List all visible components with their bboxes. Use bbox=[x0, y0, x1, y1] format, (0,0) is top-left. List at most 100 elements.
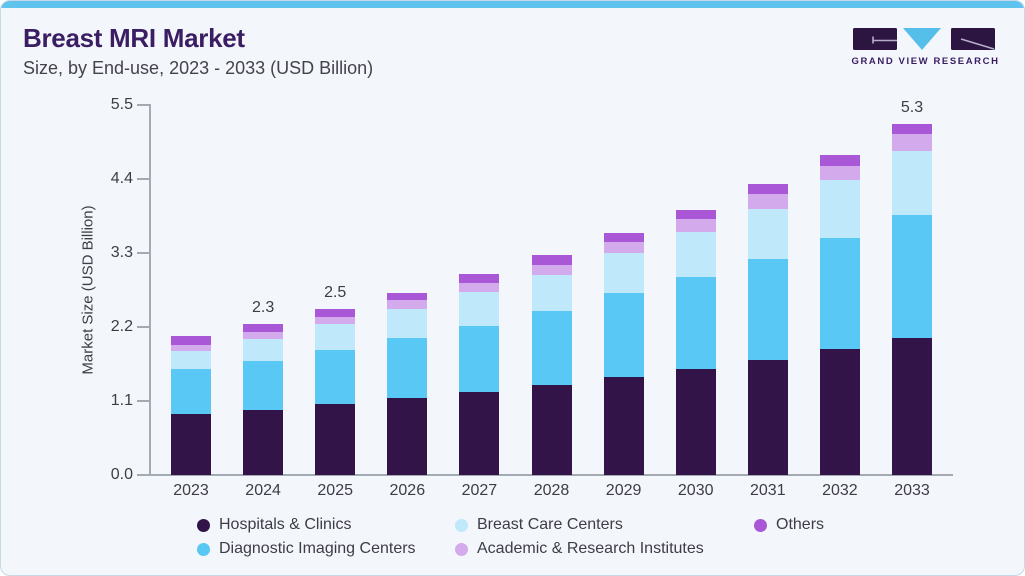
bar-segment-others bbox=[675, 209, 716, 220]
x-tick-label: 2029 bbox=[605, 482, 642, 499]
bar-segment-hospitals-clinics bbox=[675, 368, 716, 475]
bar-value-label: 5.3 bbox=[900, 98, 924, 116]
y-tick-mark bbox=[137, 178, 149, 180]
chart-header: Breast MRI Market Size, by End-use, 2023… bbox=[23, 23, 374, 79]
bar-2031 bbox=[747, 183, 788, 475]
bar-2024 bbox=[243, 324, 284, 475]
bar-2023 bbox=[171, 336, 211, 475]
bar-segment-hospitals-clinics bbox=[243, 410, 284, 475]
bar-2026 bbox=[387, 292, 428, 475]
bar-segment-diagnostic-imaging-centers bbox=[819, 238, 860, 350]
bar-2029 bbox=[603, 232, 644, 475]
legend-label: Others bbox=[776, 516, 825, 533]
bar-segment-breast-care-centers bbox=[531, 274, 572, 311]
bar-2028 bbox=[531, 255, 572, 475]
bar-segment-diagnostic-imaging-centers bbox=[531, 310, 572, 385]
y-tick-label: 4.4 bbox=[110, 170, 133, 187]
bar-segment-others bbox=[315, 308, 356, 317]
bar-segment-diagnostic-imaging-centers bbox=[459, 325, 500, 392]
bar-segment-others bbox=[603, 232, 644, 243]
y-tick-mark bbox=[137, 400, 149, 402]
bar-segment-others bbox=[387, 292, 428, 301]
bar-segment-diagnostic-imaging-centers bbox=[387, 338, 428, 399]
legend-item: Others bbox=[754, 516, 824, 534]
bar-segment-others bbox=[819, 155, 860, 166]
bar-segment-academic-research-institutes bbox=[819, 165, 860, 181]
bar-segment-breast-care-centers bbox=[387, 308, 428, 339]
bar-2027 bbox=[459, 273, 500, 475]
bar-segment-academic-research-institutes bbox=[892, 133, 932, 151]
top-accent-bar bbox=[1, 1, 1024, 8]
bar-segment-diagnostic-imaging-centers bbox=[315, 349, 356, 405]
bar-segment-breast-care-centers bbox=[315, 324, 356, 350]
x-tick-label: 2025 bbox=[317, 482, 353, 499]
bar-segment-diagnostic-imaging-centers bbox=[675, 277, 716, 369]
y-tick-mark bbox=[137, 326, 149, 328]
y-tick-label: 2.2 bbox=[110, 318, 133, 335]
bar-segment-hospitals-clinics bbox=[819, 349, 860, 475]
legend-swatch bbox=[455, 518, 468, 532]
y-tick-label: 5.5 bbox=[110, 96, 133, 113]
bar-segment-diagnostic-imaging-centers bbox=[243, 360, 284, 411]
bar-segment-diagnostic-imaging-centers bbox=[747, 259, 788, 360]
y-tick-label: 0.0 bbox=[110, 466, 133, 483]
legend-swatch bbox=[197, 518, 210, 532]
legend-item: Academic & Research Institutes bbox=[455, 540, 704, 558]
bar-segment-hospitals-clinics bbox=[171, 414, 211, 475]
bar-value-label: 2.5 bbox=[324, 283, 347, 301]
bar-segment-hospitals-clinics bbox=[387, 398, 428, 475]
x-tick-label: 2028 bbox=[533, 482, 570, 499]
bar-segment-breast-care-centers bbox=[747, 208, 788, 260]
legend-label: Diagnostic Imaging Centers bbox=[219, 540, 416, 557]
bar-2032 bbox=[819, 155, 860, 475]
brand-logo: GRAND VIEW RESEARCH bbox=[851, 27, 1000, 67]
bar-segment-academic-research-institutes bbox=[243, 332, 284, 340]
bar-segment-others bbox=[747, 183, 788, 194]
x-tick-label: 2033 bbox=[894, 482, 930, 499]
bar-2030 bbox=[675, 209, 716, 475]
y-tick-mark bbox=[137, 104, 149, 106]
legend-label: Academic & Research Institutes bbox=[477, 540, 704, 557]
bar-segment-academic-research-institutes bbox=[747, 193, 788, 209]
bar-segment-breast-care-centers bbox=[819, 180, 860, 239]
bar-segment-academic-research-institutes bbox=[603, 242, 644, 254]
x-tick-label: 2027 bbox=[461, 482, 498, 499]
page-subtitle: Size, by End-use, 2023 - 2033 (USD Billi… bbox=[23, 58, 374, 79]
bar-segment-academic-research-institutes bbox=[387, 300, 428, 309]
legend-item: Diagnostic Imaging Centers bbox=[197, 540, 416, 558]
bar-segment-others bbox=[171, 336, 211, 345]
bar-segment-hospitals-clinics bbox=[747, 359, 788, 475]
x-tick-label: 2030 bbox=[677, 482, 714, 499]
legend-swatch bbox=[754, 518, 767, 532]
bar-segment-hospitals-clinics bbox=[603, 376, 644, 475]
x-axis-line bbox=[149, 474, 953, 476]
brand-logo-text: GRAND VIEW RESEARCH bbox=[851, 56, 1000, 67]
bar-segment-breast-care-centers bbox=[603, 253, 644, 293]
bar-segment-breast-care-centers bbox=[243, 339, 284, 361]
y-tick-label: 1.1 bbox=[110, 392, 133, 409]
x-tick-label: 2031 bbox=[750, 482, 786, 499]
legend-swatch bbox=[197, 542, 210, 556]
bar-segment-others bbox=[892, 123, 932, 134]
legend-label: Hospitals & Clinics bbox=[219, 516, 352, 533]
brand-logo-icon bbox=[853, 28, 995, 50]
bar-segment-hospitals-clinics bbox=[315, 404, 356, 475]
legend-swatch bbox=[455, 542, 468, 556]
bar-value-label: 2.3 bbox=[251, 299, 275, 317]
legend-item: Breast Care Centers bbox=[455, 516, 623, 534]
page-title: Breast MRI Market bbox=[23, 23, 245, 53]
bar-segment-breast-care-centers bbox=[675, 232, 716, 278]
x-tick-label: 2032 bbox=[822, 482, 858, 499]
bar-segment-hospitals-clinics bbox=[531, 384, 572, 475]
y-tick-mark bbox=[137, 474, 149, 476]
bar-segment-academic-research-institutes bbox=[675, 219, 716, 233]
legend-label: Breast Care Centers bbox=[477, 516, 623, 533]
y-tick-label: 3.3 bbox=[110, 244, 133, 261]
bar-segment-hospitals-clinics bbox=[892, 337, 932, 475]
bar-segment-breast-care-centers bbox=[892, 150, 932, 216]
bar-segment-diagnostic-imaging-centers bbox=[603, 292, 644, 377]
bar-2033 bbox=[892, 123, 932, 475]
y-tick-mark bbox=[137, 252, 149, 254]
bar-segment-others bbox=[531, 255, 572, 266]
